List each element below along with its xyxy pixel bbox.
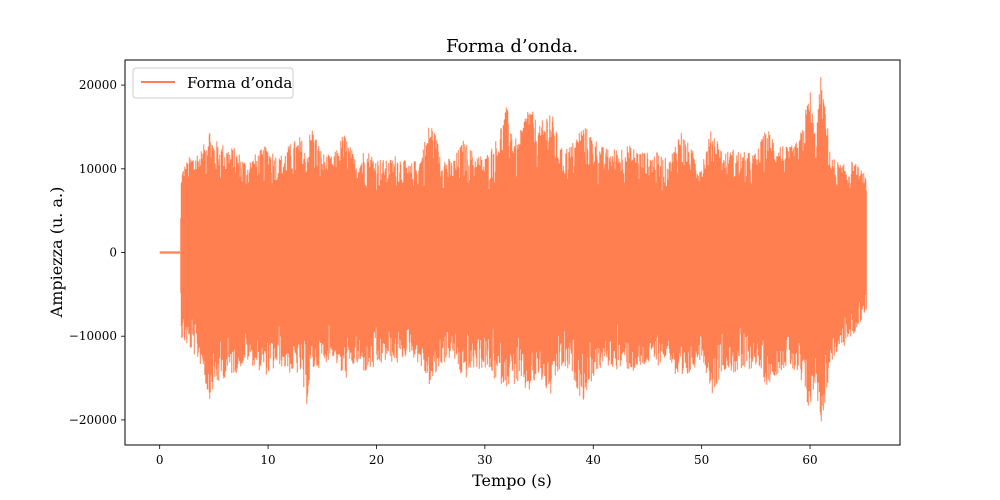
legend-box xyxy=(132,67,294,99)
y-tick-label: 20000 xyxy=(79,78,117,92)
y-axis-label: Ampiezza (u. a.) xyxy=(47,187,66,319)
y-tick-label: −20000 xyxy=(69,413,117,427)
x-tick-label: 50 xyxy=(694,453,709,467)
x-tick-label: 10 xyxy=(260,453,275,467)
y-tick-label: 0 xyxy=(109,246,117,260)
x-tick-label: 20 xyxy=(369,453,384,467)
series-layer xyxy=(159,77,867,422)
chart-title: Forma d’onda. xyxy=(446,36,578,57)
x-tick-label: 0 xyxy=(156,453,164,467)
x-tick-label: 60 xyxy=(802,453,817,467)
y-tick-label: −10000 xyxy=(69,329,117,343)
x-axis: 0 10 20 30 40 50 60 xyxy=(156,445,818,467)
legend: Forma d’onda xyxy=(132,67,294,99)
y-axis: −20000 −10000 0 10000 20000 xyxy=(69,78,125,427)
waveform-series-line xyxy=(180,77,867,422)
legend-label: Forma d’onda xyxy=(187,74,292,92)
x-tick-label: 30 xyxy=(477,453,492,467)
y-tick-label: 10000 xyxy=(79,162,117,176)
x-tick-label: 40 xyxy=(586,453,601,467)
x-axis-label: Tempo (s) xyxy=(472,471,552,490)
